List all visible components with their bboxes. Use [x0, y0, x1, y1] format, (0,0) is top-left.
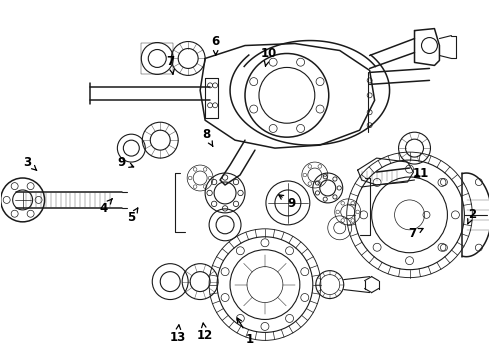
- Text: 3: 3: [24, 156, 37, 170]
- Text: 9: 9: [279, 195, 295, 210]
- Text: 6: 6: [212, 35, 220, 55]
- Text: 7: 7: [167, 55, 175, 74]
- Text: 13: 13: [170, 325, 186, 344]
- Text: 1: 1: [237, 318, 254, 346]
- Text: 9: 9: [118, 156, 134, 168]
- Text: 4: 4: [99, 199, 112, 215]
- Text: 12: 12: [197, 323, 213, 342]
- Text: 8: 8: [202, 128, 213, 146]
- Text: 2: 2: [468, 208, 476, 224]
- Text: 10: 10: [260, 47, 276, 66]
- Text: 11: 11: [413, 167, 429, 180]
- Text: 7: 7: [409, 227, 423, 240]
- Text: 5: 5: [127, 208, 138, 224]
- Bar: [141, 42, 173, 75]
